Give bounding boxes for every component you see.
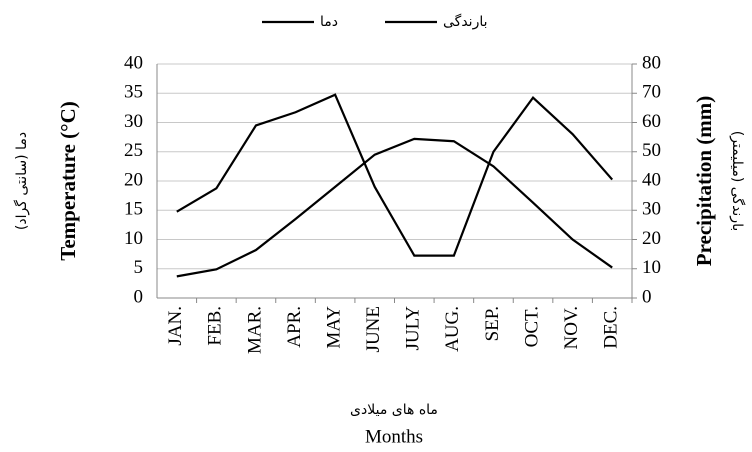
x-tick-label: AUG. bbox=[442, 306, 463, 352]
series-line bbox=[176, 137, 613, 278]
y-tick-label: 20 bbox=[124, 169, 143, 190]
x-tick-label: FEB. bbox=[205, 306, 226, 346]
y-tick-label: 10 bbox=[124, 228, 143, 249]
y-tick-label: 40 bbox=[124, 52, 143, 73]
y2-axis-title: Precipitation (mm) bbox=[692, 96, 716, 266]
y2-tick-label: 60 bbox=[642, 111, 661, 132]
y2-tick-label: 40 bbox=[642, 169, 661, 190]
y-tick-label: 25 bbox=[124, 140, 143, 161]
y-tick-label: 30 bbox=[124, 111, 143, 132]
x-tick-label: SEP. bbox=[482, 306, 503, 341]
y-axis-title: Temperature (°C) bbox=[56, 101, 80, 260]
y2-axis-title-fa: بارندگی (میلیمتر) bbox=[729, 131, 746, 232]
y2-tick-label: 20 bbox=[642, 228, 661, 249]
series-line bbox=[176, 93, 614, 257]
y-tick-label: 35 bbox=[124, 82, 143, 103]
x-tick-label: MAR. bbox=[244, 306, 265, 354]
x-tick-label: JUNE bbox=[363, 306, 384, 352]
x-tick-label: MAY bbox=[323, 306, 344, 349]
y-tick-label: 0 bbox=[134, 286, 144, 307]
x-tick-label: JAN. bbox=[165, 306, 186, 346]
x-tick-label: APR. bbox=[284, 306, 305, 348]
x-axis-title: Months bbox=[365, 426, 423, 447]
y-tick-label: 5 bbox=[134, 257, 144, 278]
x-tick-label: NOV. bbox=[561, 306, 582, 349]
y2-tick-label: 70 bbox=[642, 82, 661, 103]
legend-label: بارندگی bbox=[443, 13, 488, 30]
y2-tick-label: 30 bbox=[642, 199, 661, 220]
y-axis-title-fa: دما (سانتی گراد) bbox=[13, 132, 30, 230]
y2-tick-label: 50 bbox=[642, 140, 661, 161]
y-tick-label: 15 bbox=[124, 199, 143, 220]
y2-tick-label: 0 bbox=[642, 286, 652, 307]
x-tick-label: DEC. bbox=[601, 306, 622, 349]
y2-tick-label: 80 bbox=[642, 52, 661, 73]
y2-tick-label: 10 bbox=[642, 257, 661, 278]
x-tick-label: OCT. bbox=[521, 306, 542, 347]
legend-label: دما bbox=[320, 14, 338, 30]
x-axis-title-fa: ماه های میلادی bbox=[350, 402, 438, 418]
x-tick-label: JULY bbox=[403, 306, 424, 351]
